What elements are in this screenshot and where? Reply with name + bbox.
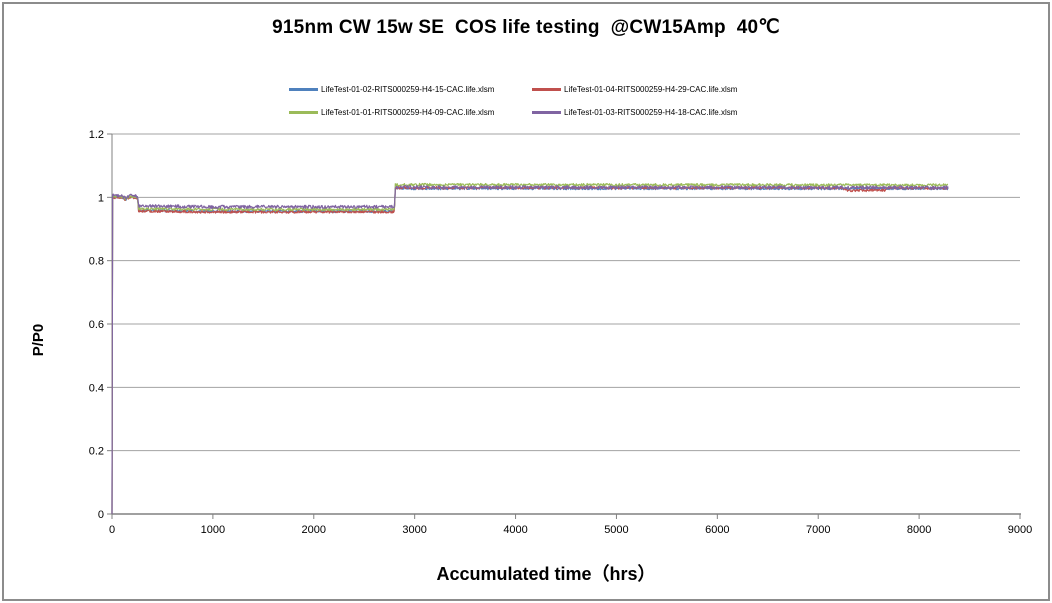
y-tick-label: 0	[98, 509, 104, 521]
series-line-1	[111, 186, 949, 515]
series-line-0	[111, 186, 949, 515]
legend-label: LifeTest-01-03-RITS000259-H4-18-CAC.life…	[564, 108, 738, 117]
x-tick-label: 2000	[302, 524, 326, 536]
x-tick-label: 8000	[907, 524, 931, 536]
x-tick-label: 4000	[503, 524, 527, 536]
y-tick-label: 0.6	[89, 319, 104, 331]
legend-item-series-1: LifeTest-01-04-RITS000259-H4-29-CAC.life…	[532, 84, 775, 95]
y-tick-label: 0.2	[89, 446, 104, 458]
legend: LifeTest-01-02-RITS000259-H4-15-CAC.life…	[289, 84, 779, 118]
legend-label: LifeTest-01-04-RITS000259-H4-29-CAC.life…	[564, 85, 738, 94]
series-line-2	[111, 182, 949, 515]
y-tick-label: 0.4	[89, 382, 104, 394]
x-tick-label: 5000	[604, 524, 628, 536]
legend-label: LifeTest-01-02-RITS000259-H4-15-CAC.life…	[321, 85, 495, 94]
legend-swatch-red	[532, 88, 561, 91]
chart-title: 915nm CW 15w SE COS life testing @CW15Am…	[272, 17, 780, 38]
legend-item-series-3: LifeTest-01-03-RITS000259-H4-18-CAC.life…	[532, 107, 775, 118]
legend-swatch-purple	[532, 111, 561, 114]
x-tick-label: 3000	[402, 524, 426, 536]
x-tick-label: 6000	[705, 524, 729, 536]
legend-label: LifeTest-01-01-RITS000259-H4-09-CAC.life…	[321, 108, 495, 117]
legend-swatch-blue	[289, 88, 318, 91]
legend-item-series-2: LifeTest-01-01-RITS000259-H4-09-CAC.life…	[289, 107, 532, 118]
x-tick-label: 7000	[806, 524, 830, 536]
x-axis-title: Accumulated time（hrs）	[436, 564, 656, 584]
y-tick-label: 1	[98, 192, 104, 204]
legend-item-series-0: LifeTest-01-02-RITS000259-H4-15-CAC.life…	[289, 84, 532, 95]
y-tick-label: 0.8	[89, 256, 104, 268]
y-tick-label: 1.2	[89, 129, 104, 141]
series-line-3	[111, 185, 949, 515]
x-tick-label: 9000	[1008, 524, 1032, 536]
x-tick-label: 1000	[201, 524, 225, 536]
x-tick-label: 0	[109, 524, 115, 536]
legend-swatch-green	[289, 111, 318, 114]
